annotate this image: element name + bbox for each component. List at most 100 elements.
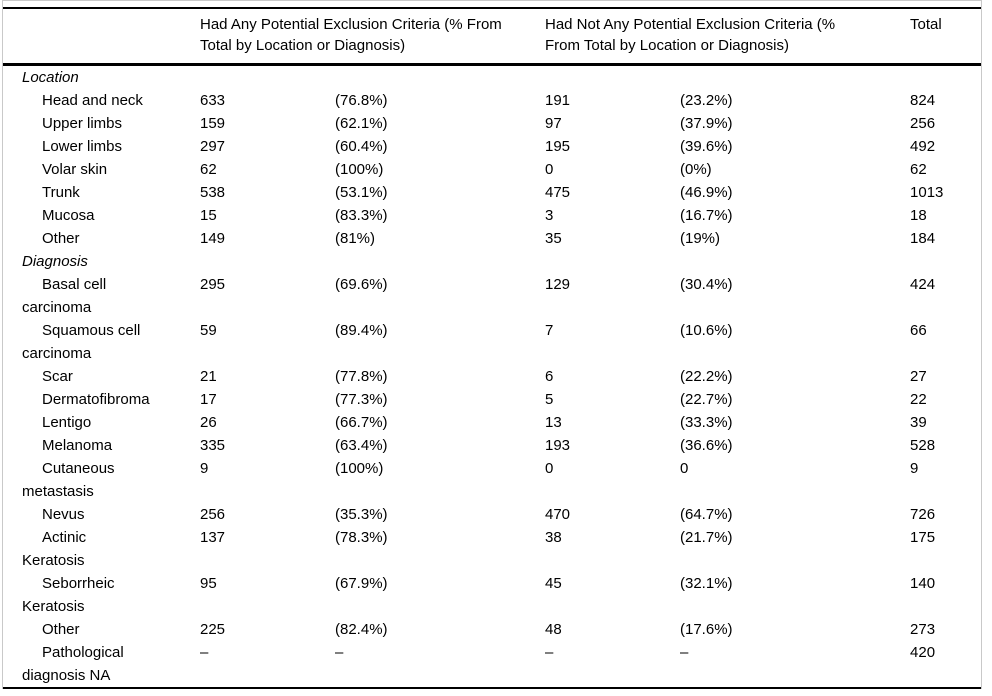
count-had-any-cell: 149 (200, 230, 226, 247)
percent-had-not-any-cell: (36.6%) (680, 437, 733, 454)
row-label: Seborrheic Keratosis (22, 575, 115, 615)
row-label: Diagnosis (22, 253, 88, 270)
count-had-any-cell: 295 (200, 276, 226, 293)
count-had-not-any-cell: 13 (545, 414, 562, 431)
count-had-any-cell: – (200, 644, 209, 661)
percent-had-not-any-cell: (21.7%) (680, 529, 733, 546)
percent-had-not-any-cell: (22.7%) (680, 391, 733, 408)
percent-had-any-cell: (76.8%) (335, 92, 388, 109)
percent-had-not-any-cell: (39.6%) (680, 138, 733, 155)
percent-had-not-any-cell: (32.1%) (680, 575, 733, 592)
total-cell: 528 (910, 437, 936, 454)
count-had-not-any-cell: 0 (545, 460, 554, 477)
total-cell: 39 (910, 414, 927, 431)
total-cell (910, 65, 981, 90)
percent-had-any-cell: (83.3%) (335, 207, 388, 224)
table-row: Actinic Keratosis 137 (78.3%) 38 (21.7%)… (3, 526, 981, 572)
percent-had-not-any-cell: (19%) (680, 230, 721, 247)
count-had-any-cell (200, 65, 335, 90)
percent-had-any-cell: (35.3%) (335, 506, 388, 523)
percent-had-not-any-cell: (10.6%) (680, 322, 733, 339)
percent-had-any-cell: (82.4%) (335, 621, 388, 638)
row-label: Squamous cell carcinoma (22, 322, 141, 362)
total-cell (910, 250, 981, 273)
percent-had-any-cell: (78.3%) (335, 529, 388, 546)
table-row: Seborrheic Keratosis 95 (67.9%) 45 (32.1… (3, 572, 981, 618)
percent-had-any-cell: (81%) (335, 230, 376, 247)
percent-had-not-any-cell: (0%) (680, 161, 712, 178)
total-cell: 424 (910, 276, 936, 293)
count-had-not-any-cell: – (545, 644, 554, 661)
table-row: Mucosa 15 (83.3%) 3 (16.7%) 18 (3, 204, 981, 227)
percent-had-any-cell: (100%) (335, 460, 384, 477)
total-cell: 140 (910, 575, 936, 592)
percent-had-any-cell: (89.4%) (335, 322, 388, 339)
total-cell: 273 (910, 621, 936, 638)
exclusion-criteria-table: Had Any Potential Exclusion Criteria (% … (2, 0, 982, 689)
table-row: Dermatofibroma 17 (77.3%) 5 (22.7%) 22 (3, 388, 981, 411)
percent-had-any-cell: (63.4%) (335, 437, 388, 454)
total-cell: 824 (910, 92, 936, 109)
total-cell: 1013 (910, 184, 944, 201)
count-had-any-cell: 15 (200, 207, 217, 224)
percent-had-not-any-cell: (17.6%) (680, 621, 733, 638)
count-had-any-cell: 256 (200, 506, 226, 523)
table-row: Basal cell carcinoma 295 (69.6%) 129 (30… (3, 273, 981, 319)
count-had-any-cell (200, 250, 335, 273)
percent-had-not-any-cell: (16.7%) (680, 207, 733, 224)
row-label: Lower limbs (42, 138, 123, 155)
total-cell: 256 (910, 115, 936, 132)
count-had-any-cell: 17 (200, 391, 217, 408)
row-label: Dermatofibroma (42, 391, 150, 408)
total-cell: 9 (910, 460, 919, 477)
row-label: Other (42, 621, 80, 638)
total-cell: 18 (910, 207, 927, 224)
count-had-not-any-cell: 0 (545, 161, 554, 178)
row-label: Other (42, 230, 80, 247)
count-had-not-any-cell: 3 (545, 207, 554, 224)
percent-had-any-cell: (77.3%) (335, 391, 388, 408)
header-had-any-criteria: Had Any Potential Exclusion Criteria (% … (200, 16, 502, 54)
row-label: Melanoma (42, 437, 113, 454)
row-label: Trunk (42, 184, 80, 201)
row-label: Mucosa (42, 207, 95, 224)
header-row: Had Any Potential Exclusion Criteria (% … (3, 8, 981, 65)
total-cell: 22 (910, 391, 927, 408)
row-label: Upper limbs (42, 115, 123, 132)
count-had-not-any-cell: 6 (545, 368, 554, 385)
count-had-any-cell: 9 (200, 460, 209, 477)
row-label: Basal cell carcinoma (22, 276, 107, 316)
total-cell: 420 (910, 644, 936, 661)
percent-had-not-any-cell: 0 (680, 460, 689, 477)
table-row: Lower limbs 297 (60.4%) 195 (39.6%) 492 (3, 135, 981, 158)
header-total: Total (910, 16, 942, 33)
row-label: Volar skin (42, 161, 108, 178)
percent-had-any-cell: (100%) (335, 161, 384, 178)
table-row: Location (3, 65, 981, 90)
table-row: Pathological diagnosis NA – – – – 420 (3, 641, 981, 688)
count-had-not-any-cell: 193 (545, 437, 571, 454)
percent-had-any-cell (335, 65, 545, 90)
row-label: Cutaneous metastasis (22, 460, 115, 500)
row-label: Head and neck (42, 92, 143, 109)
percent-had-not-any-cell: (46.9%) (680, 184, 733, 201)
percent-had-not-any-cell: (23.2%) (680, 92, 733, 109)
percent-had-not-any-cell (680, 250, 910, 273)
count-had-any-cell: 21 (200, 368, 217, 385)
table-row: Melanoma 335 (63.4%) 193 (36.6%) 528 (3, 434, 981, 457)
count-had-not-any-cell: 129 (545, 276, 571, 293)
count-had-any-cell: 26 (200, 414, 217, 431)
count-had-any-cell: 633 (200, 92, 226, 109)
count-had-not-any-cell (545, 250, 680, 273)
count-had-any-cell: 59 (200, 322, 217, 339)
count-had-any-cell: 159 (200, 115, 226, 132)
table-body: Location Head and neck 633 (76.8%) 191 (… (3, 65, 981, 689)
count-had-not-any-cell: 97 (545, 115, 562, 132)
percent-had-not-any-cell: (30.4%) (680, 276, 733, 293)
table-row: Other 225 (82.4%) 48 (17.6%) 273 (3, 618, 981, 641)
total-cell: 62 (910, 161, 927, 178)
count-had-not-any-cell: 195 (545, 138, 571, 155)
percent-had-not-any-cell: (22.2%) (680, 368, 733, 385)
count-had-not-any-cell: 191 (545, 92, 571, 109)
percent-had-any-cell: (69.6%) (335, 276, 388, 293)
